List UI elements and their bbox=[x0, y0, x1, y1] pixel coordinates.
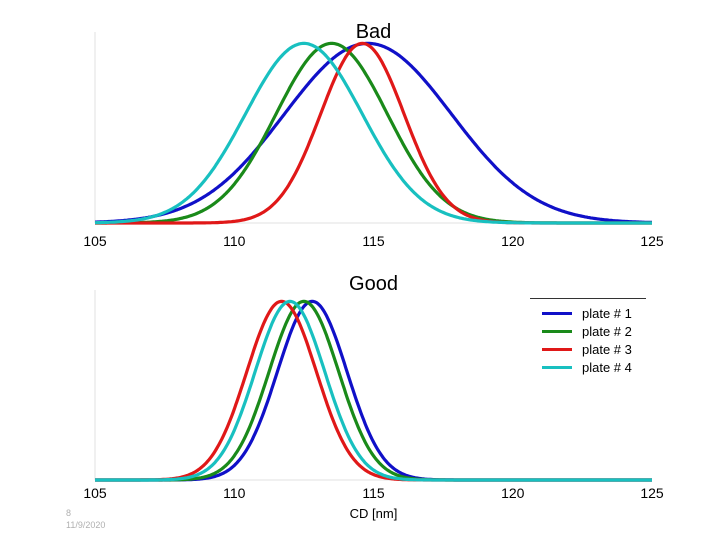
x-tick-label: 105 bbox=[83, 233, 107, 249]
legend-swatch bbox=[542, 347, 572, 351]
chart-title: Good bbox=[349, 273, 398, 295]
legend-swatch bbox=[542, 365, 572, 369]
legend-top-rule bbox=[530, 298, 646, 299]
x-tick-label: 110 bbox=[223, 485, 246, 501]
x-tick-label: 115 bbox=[362, 233, 385, 249]
x-tick-label: 125 bbox=[640, 485, 664, 501]
slide-date: 11/9/2020 bbox=[66, 520, 106, 530]
legend-swatch bbox=[542, 329, 572, 333]
legend-label: plate # 4 bbox=[582, 359, 632, 375]
chart-title: Bad bbox=[356, 21, 392, 43]
slide-number: 8 bbox=[66, 508, 72, 518]
legend-swatch bbox=[542, 311, 572, 315]
x-tick-label: 105 bbox=[83, 485, 107, 501]
legend: plate # 1 plate # 2 plate # 3 plate # 4 bbox=[530, 298, 648, 378]
series-line-plate-4 bbox=[94, 41, 653, 225]
legend-item: plate # 1 bbox=[542, 304, 632, 322]
x-tick-label: 115 bbox=[362, 485, 385, 501]
x-tick-label: 120 bbox=[501, 233, 525, 249]
series-line-plate-4 bbox=[94, 299, 653, 482]
x-tick-label: 110 bbox=[223, 233, 246, 249]
x-axis-label: CD [nm] bbox=[350, 506, 398, 521]
legend-item: plate # 3 bbox=[542, 340, 632, 358]
x-tick-label: 125 bbox=[640, 233, 664, 249]
legend-label: plate # 2 bbox=[582, 323, 632, 339]
legend-item: plate # 2 bbox=[542, 322, 632, 340]
x-tick-label: 120 bbox=[501, 485, 525, 501]
legend-label: plate # 3 bbox=[582, 341, 632, 357]
legend-label: plate # 1 bbox=[582, 305, 632, 321]
series-line-plate-1 bbox=[94, 41, 653, 224]
legend-item: plate # 4 bbox=[542, 358, 632, 376]
